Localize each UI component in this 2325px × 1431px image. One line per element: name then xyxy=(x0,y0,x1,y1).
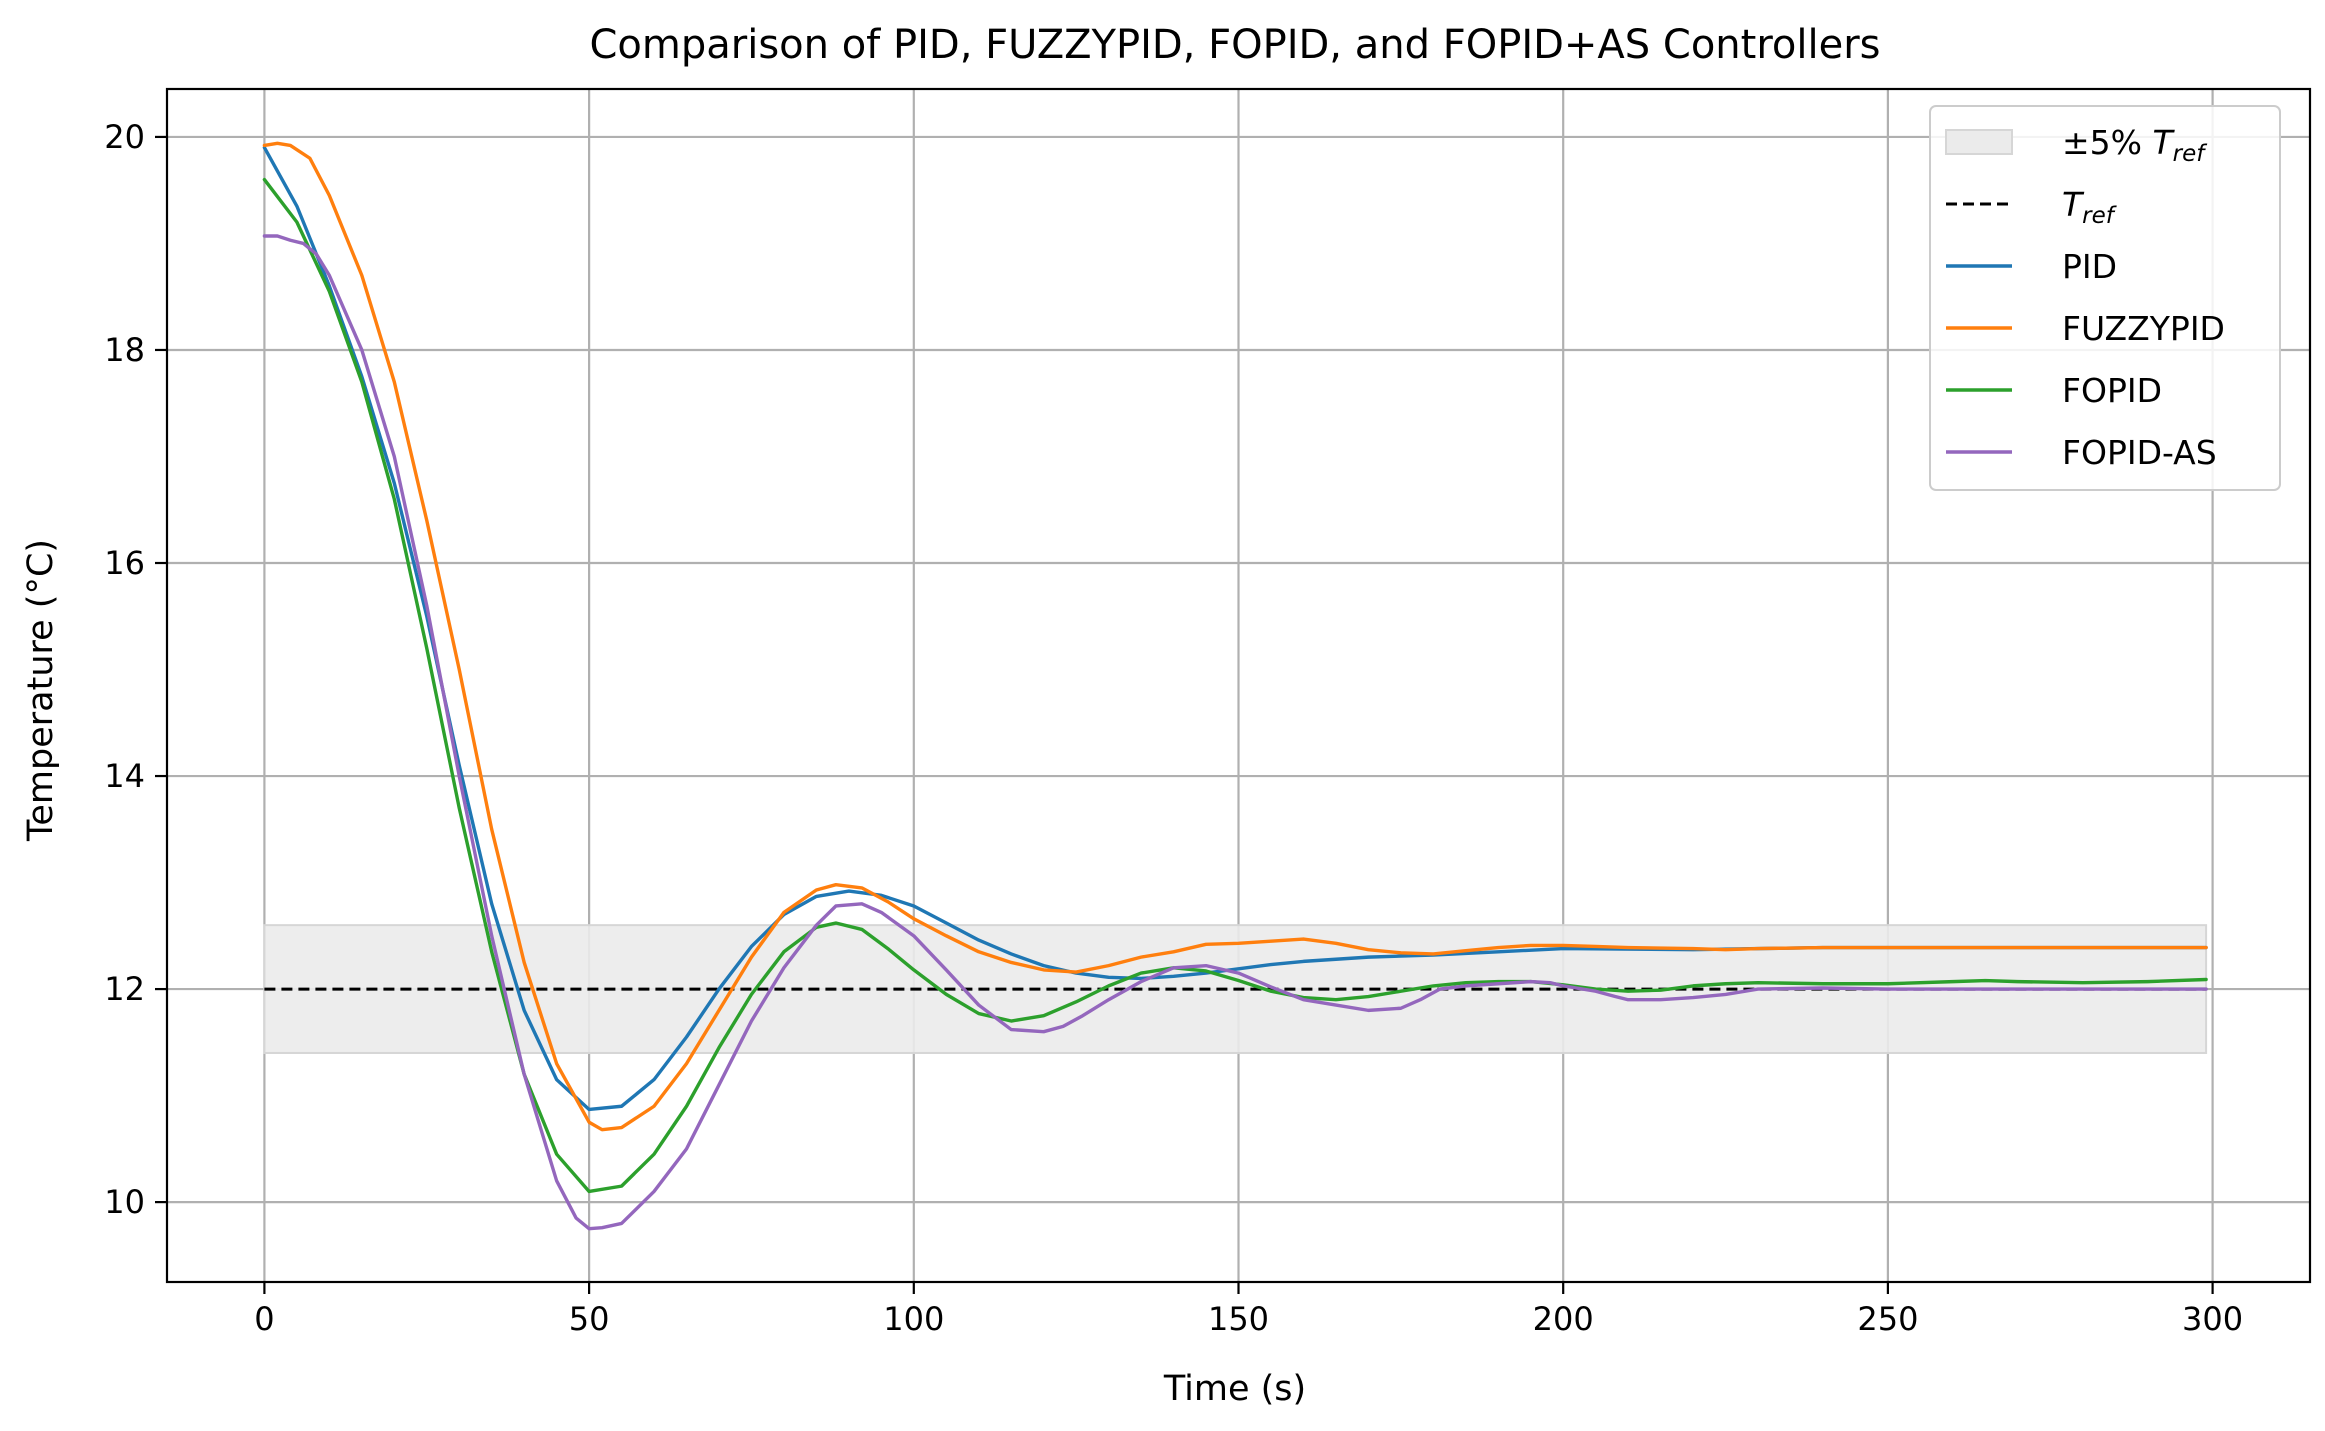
x-tick-label: 150 xyxy=(1208,1300,1269,1338)
y-axis-label: Temperature (°C) xyxy=(21,539,61,842)
x-tick-label: 50 xyxy=(569,1300,610,1338)
y-tick-label: 16 xyxy=(104,544,145,582)
legend-label: PID xyxy=(2062,247,2117,286)
y-tick-label: 18 xyxy=(104,331,145,369)
y-tick-label: 10 xyxy=(104,1183,145,1221)
legend-label: ±5% Tref xyxy=(2062,123,2207,167)
plot-area xyxy=(167,89,2310,1282)
legend-box xyxy=(1929,105,2281,491)
x-axis-label: Time (s) xyxy=(1163,1369,1306,1409)
legend: ±5% Tref Tref PID FUZZYPID FOPID FOPID-AS xyxy=(1929,105,2281,491)
y-tick-label: 14 xyxy=(104,757,145,795)
legend-label: FOPID xyxy=(2062,371,2162,410)
x-tick-label: 0 xyxy=(254,1300,274,1338)
x-tick-label: 300 xyxy=(2182,1300,2243,1338)
x-tick-label: 100 xyxy=(883,1300,944,1338)
x-tick-label: 250 xyxy=(1857,1300,1918,1338)
series-lines xyxy=(262,141,2208,1231)
legend-label: FUZZYPID xyxy=(2062,309,2225,348)
series-line-fopid xyxy=(262,177,2208,1194)
y-tick-label: 20 xyxy=(104,118,145,156)
series-line-fuzzypid xyxy=(262,141,2208,1132)
legend-label: Tref xyxy=(2062,185,2117,229)
y-axis: 10 12 14 16 18 20 xyxy=(104,118,167,1221)
x-axis: 0 50 100 150 200 250 300 xyxy=(254,1282,2243,1338)
legend-label: FOPID-AS xyxy=(2062,433,2217,472)
legend-swatch-band xyxy=(1945,129,2013,155)
chart-title: Comparison of PID, FUZZYPID, FOPID, and … xyxy=(590,22,1881,68)
y-tick-label: 12 xyxy=(104,970,145,1008)
series-line-fopid-as xyxy=(262,234,2208,1231)
x-tick-label: 200 xyxy=(1533,1300,1594,1338)
